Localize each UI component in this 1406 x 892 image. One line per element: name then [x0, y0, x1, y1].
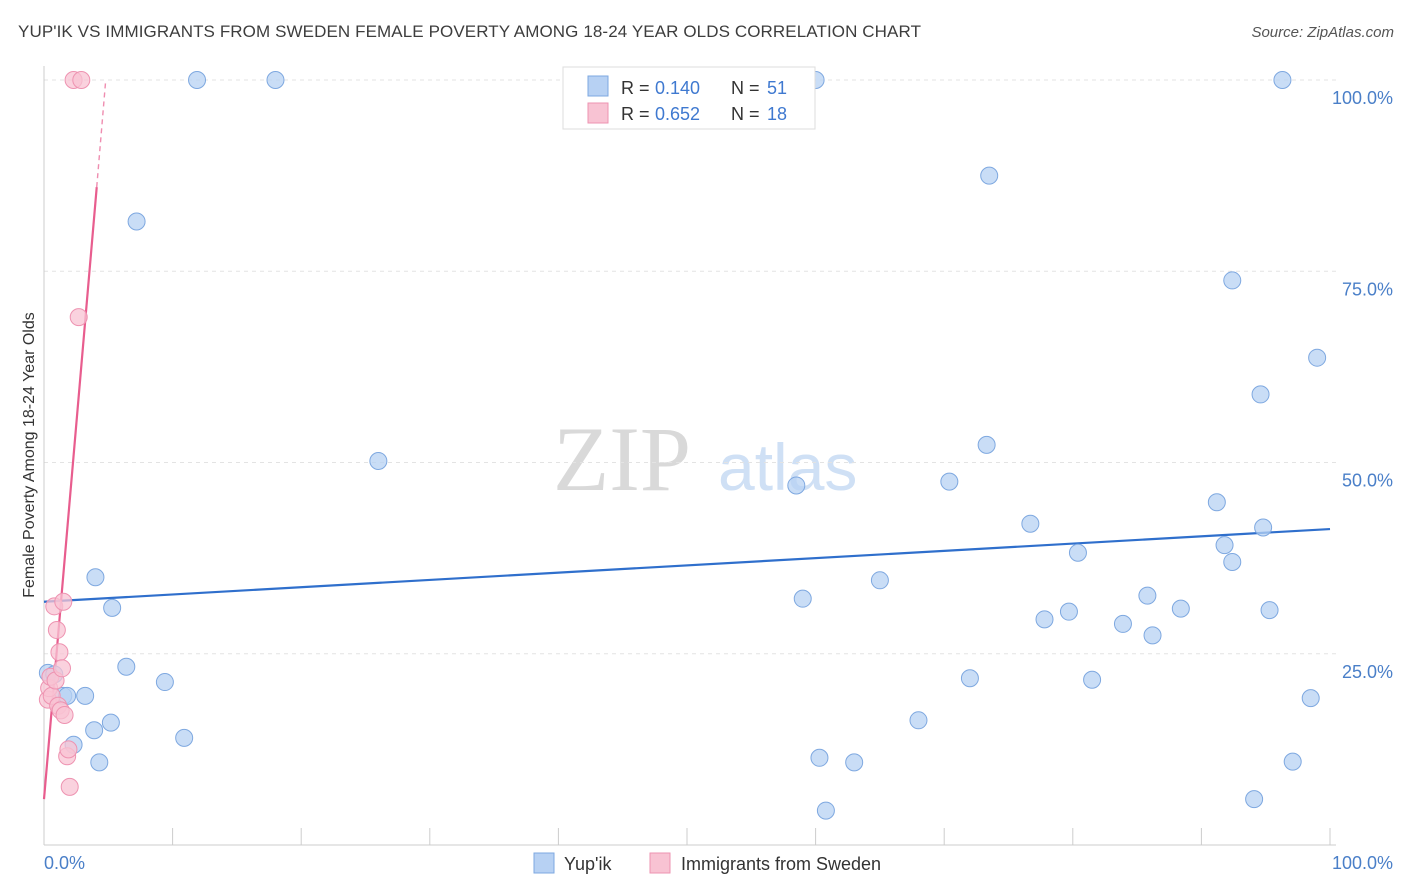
- y-tick-labels: 25.0% 50.0% 75.0% 100.0%: [1332, 88, 1393, 682]
- sweden-trend-extension: [96, 79, 107, 188]
- data-points: [38, 71, 1327, 820]
- yupik-point-26: [909, 711, 928, 730]
- yupik-point-46: [1254, 518, 1273, 537]
- legend-n-label-1: N =: [731, 78, 760, 98]
- watermark-zip: ZIP: [553, 408, 691, 510]
- legend-bottom: Yup'ik Immigrants from Sweden: [533, 852, 881, 874]
- yupik-point-38: [1143, 626, 1162, 645]
- yupik-point-34: [1068, 543, 1087, 562]
- legend-swatch-sweden: [587, 102, 609, 124]
- yupik-point-19: [787, 476, 806, 495]
- sweden-point-15: [59, 740, 78, 759]
- legend-r-label-2: R =: [621, 104, 650, 124]
- chart-source: Source: ZipAtlas.com: [1251, 24, 1394, 41]
- yupik-point-14: [155, 673, 174, 692]
- sweden-point-18: [69, 308, 88, 327]
- legend-swatch-yupik: [587, 75, 609, 97]
- yupik-point-24: [845, 753, 864, 772]
- sweden-point-19: [72, 71, 91, 89]
- yupik-point-22: [810, 748, 829, 767]
- axes: [43, 66, 1336, 846]
- sweden-point-16: [60, 777, 79, 796]
- legend-n-value-1: 51: [767, 78, 787, 98]
- y-tick-label-3: 75.0%: [1342, 279, 1393, 299]
- yupik-point-8: [86, 568, 105, 587]
- yupik-point-28: [960, 669, 979, 688]
- gridlines: [44, 79, 1336, 655]
- yupik-point-10: [101, 713, 120, 732]
- legend-r-value-2: 0.652: [655, 104, 700, 124]
- chart-title: YUP'IK VS IMMIGRANTS FROM SWEDEN FEMALE …: [18, 22, 922, 41]
- legend-n-label-2: N =: [731, 104, 760, 124]
- legend-top: R = 0.140 N = 51 R = 0.652 N = 18: [562, 66, 816, 130]
- yupik-point-29: [977, 435, 996, 454]
- sweden-point-9: [50, 643, 69, 662]
- sweden-point-11: [53, 659, 72, 678]
- sweden-point-13: [55, 705, 74, 724]
- yupik-point-42: [1223, 271, 1242, 290]
- yupik-point-25: [870, 571, 889, 590]
- yupik-point-7: [85, 721, 104, 740]
- yupik-point-23: [816, 801, 835, 820]
- yupik-point-41: [1215, 536, 1234, 555]
- yupik-point-30: [980, 166, 999, 185]
- y-tick-label-1: 25.0%: [1342, 662, 1393, 682]
- yupik-point-33: [1059, 602, 1078, 621]
- bottom-legend-label-yupik: Yup'ik: [564, 854, 612, 874]
- yupik-point-37: [1138, 586, 1157, 605]
- x-tick-label-max: 100.0%: [1332, 853, 1393, 873]
- bottom-legend-swatch-yupik: [533, 852, 555, 874]
- yupik-point-40: [1207, 493, 1226, 512]
- watermark-atlas: atlas: [718, 430, 857, 504]
- yupik-point-11: [103, 598, 122, 617]
- yupik-trend-line: [43, 527, 1331, 603]
- y-tick-label-4: 100.0%: [1332, 88, 1393, 108]
- bottom-legend-label-sweden: Immigrants from Sweden: [681, 854, 881, 874]
- yupik-point-45: [1251, 385, 1270, 404]
- yupik-point-47: [1260, 601, 1279, 620]
- y-axis-label: Female Poverty Among 18-24 Year Olds: [21, 312, 38, 598]
- yupik-point-13: [127, 212, 146, 231]
- yupik-point-27: [940, 472, 959, 491]
- yupik-point-31: [1021, 514, 1040, 533]
- yupik-point-32: [1035, 610, 1054, 629]
- yupik-point-51: [1308, 348, 1327, 367]
- yupik-point-44: [1245, 790, 1264, 809]
- legend-r-label-1: R =: [621, 78, 650, 98]
- y-tick-label-2: 50.0%: [1342, 471, 1393, 491]
- legend-r-value-1: 0.140: [655, 78, 700, 98]
- yupik-point-50: [1301, 689, 1320, 708]
- yupik-point-15: [175, 728, 194, 747]
- x-tick-label-min: 0.0%: [44, 853, 85, 873]
- yupik-point-17: [266, 71, 285, 89]
- yupik-point-9: [90, 753, 109, 772]
- legend-n-value-2: 18: [767, 104, 787, 124]
- yupik-point-43: [1223, 552, 1242, 571]
- yupik-point-16: [188, 71, 207, 89]
- yupik-point-36: [1113, 614, 1132, 633]
- yupik-point-18: [369, 451, 388, 470]
- yupik-point-12: [117, 657, 136, 676]
- yupik-point-35: [1083, 670, 1102, 689]
- sweden-point-12: [54, 592, 73, 611]
- sweden-point-7: [47, 621, 66, 640]
- yupik-point-49: [1283, 752, 1302, 771]
- yupik-point-39: [1171, 599, 1190, 618]
- yupik-point-20: [793, 589, 812, 608]
- x-tick-labels: 0.0% 100.0%: [44, 853, 1393, 873]
- yupik-point-6: [76, 686, 95, 705]
- bottom-legend-swatch-sweden: [649, 852, 671, 874]
- yupik-point-48: [1273, 71, 1292, 89]
